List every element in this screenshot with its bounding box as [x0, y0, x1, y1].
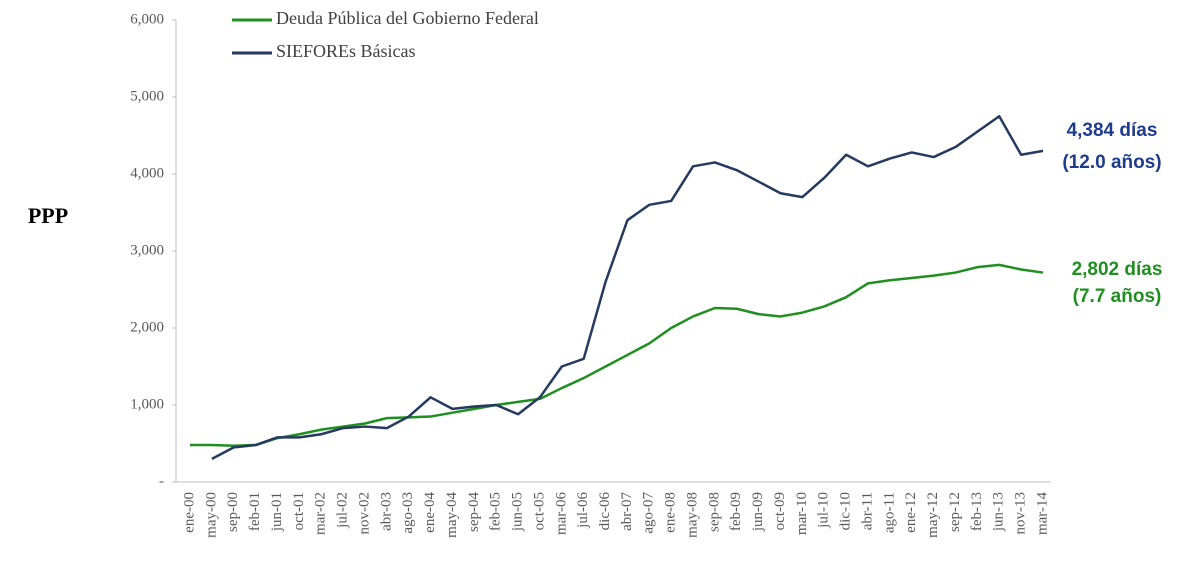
y-tick-label: 3,000 [130, 242, 164, 258]
x-tick-label: jul-10 [816, 492, 832, 529]
y-tick-label: 4,000 [130, 165, 164, 181]
y-tick-label: 6,000 [130, 11, 164, 27]
x-tick-label: jun-13 [991, 492, 1007, 532]
y-tick-label: 2,000 [130, 319, 164, 335]
x-tick-label: mar-10 [794, 492, 810, 535]
x-tick-label: ene-04 [422, 492, 438, 533]
x-tick-label: oct-09 [772, 492, 788, 530]
x-tick-label: sep-00 [225, 492, 241, 532]
x-tick-label: nov-13 [1013, 492, 1029, 535]
annotation: (7.7 años) [1073, 286, 1162, 307]
x-tick-label: dic-06 [597, 492, 613, 531]
x-tick-label: abr-03 [378, 492, 394, 531]
x-tick-label: ago-07 [641, 492, 657, 534]
x-tick-label: jul-02 [335, 492, 351, 529]
x-tick-label: may-08 [684, 492, 700, 538]
x-tick-label: mar-06 [553, 492, 569, 536]
x-tick-label: abr-11 [859, 492, 875, 530]
annotation: (12.0 años) [1062, 152, 1161, 173]
y-tick-label: - [159, 473, 164, 489]
x-tick-label: may-00 [203, 492, 219, 538]
series-line [211, 115, 1044, 461]
x-tick-label: sep-04 [466, 492, 482, 532]
x-tick-label: jun-01 [269, 492, 285, 532]
x-tick-label: oct-05 [531, 492, 547, 530]
x-tick-label: feb-05 [488, 492, 504, 531]
x-tick-label: ene-00 [181, 492, 197, 533]
x-tick-label: nov-02 [356, 492, 372, 535]
legend-label: SIEFOREs Básicas [276, 41, 416, 61]
x-tick-label: may-12 [925, 492, 941, 538]
x-tick-label: feb-01 [247, 492, 263, 531]
x-tick-label: dic-10 [838, 492, 854, 530]
x-tick-label: jun-09 [750, 492, 766, 532]
y-tick-label: 1,000 [130, 396, 164, 412]
x-tick-label: mar-02 [313, 492, 329, 535]
x-tick-label: mar-14 [1034, 492, 1050, 536]
y-axis-label: PPP [28, 203, 68, 228]
x-tick-label: sep-12 [947, 492, 963, 532]
x-tick-label: feb-13 [969, 492, 985, 531]
legend-label: Deuda Pública del Gobierno Federal [276, 8, 539, 28]
x-tick-label: ago-11 [881, 492, 897, 533]
x-tick-label: feb-09 [728, 492, 744, 531]
annotation: 4,384 días [1067, 120, 1158, 141]
x-tick-label: ene-12 [903, 492, 919, 533]
x-tick-label: sep-08 [706, 492, 722, 532]
y-tick-label: 5,000 [130, 88, 164, 104]
x-tick-label: may-04 [444, 492, 460, 538]
x-tick-label: jun-05 [510, 492, 526, 532]
series-line [190, 263, 1044, 448]
x-tick-label: oct-01 [291, 492, 307, 530]
annotation: 2,802 días [1072, 259, 1163, 280]
x-tick-label: ago-03 [400, 492, 416, 534]
x-tick-label: ene-08 [663, 492, 679, 533]
x-tick-label: jul-06 [575, 492, 591, 529]
x-tick-label: abr-07 [619, 492, 635, 531]
